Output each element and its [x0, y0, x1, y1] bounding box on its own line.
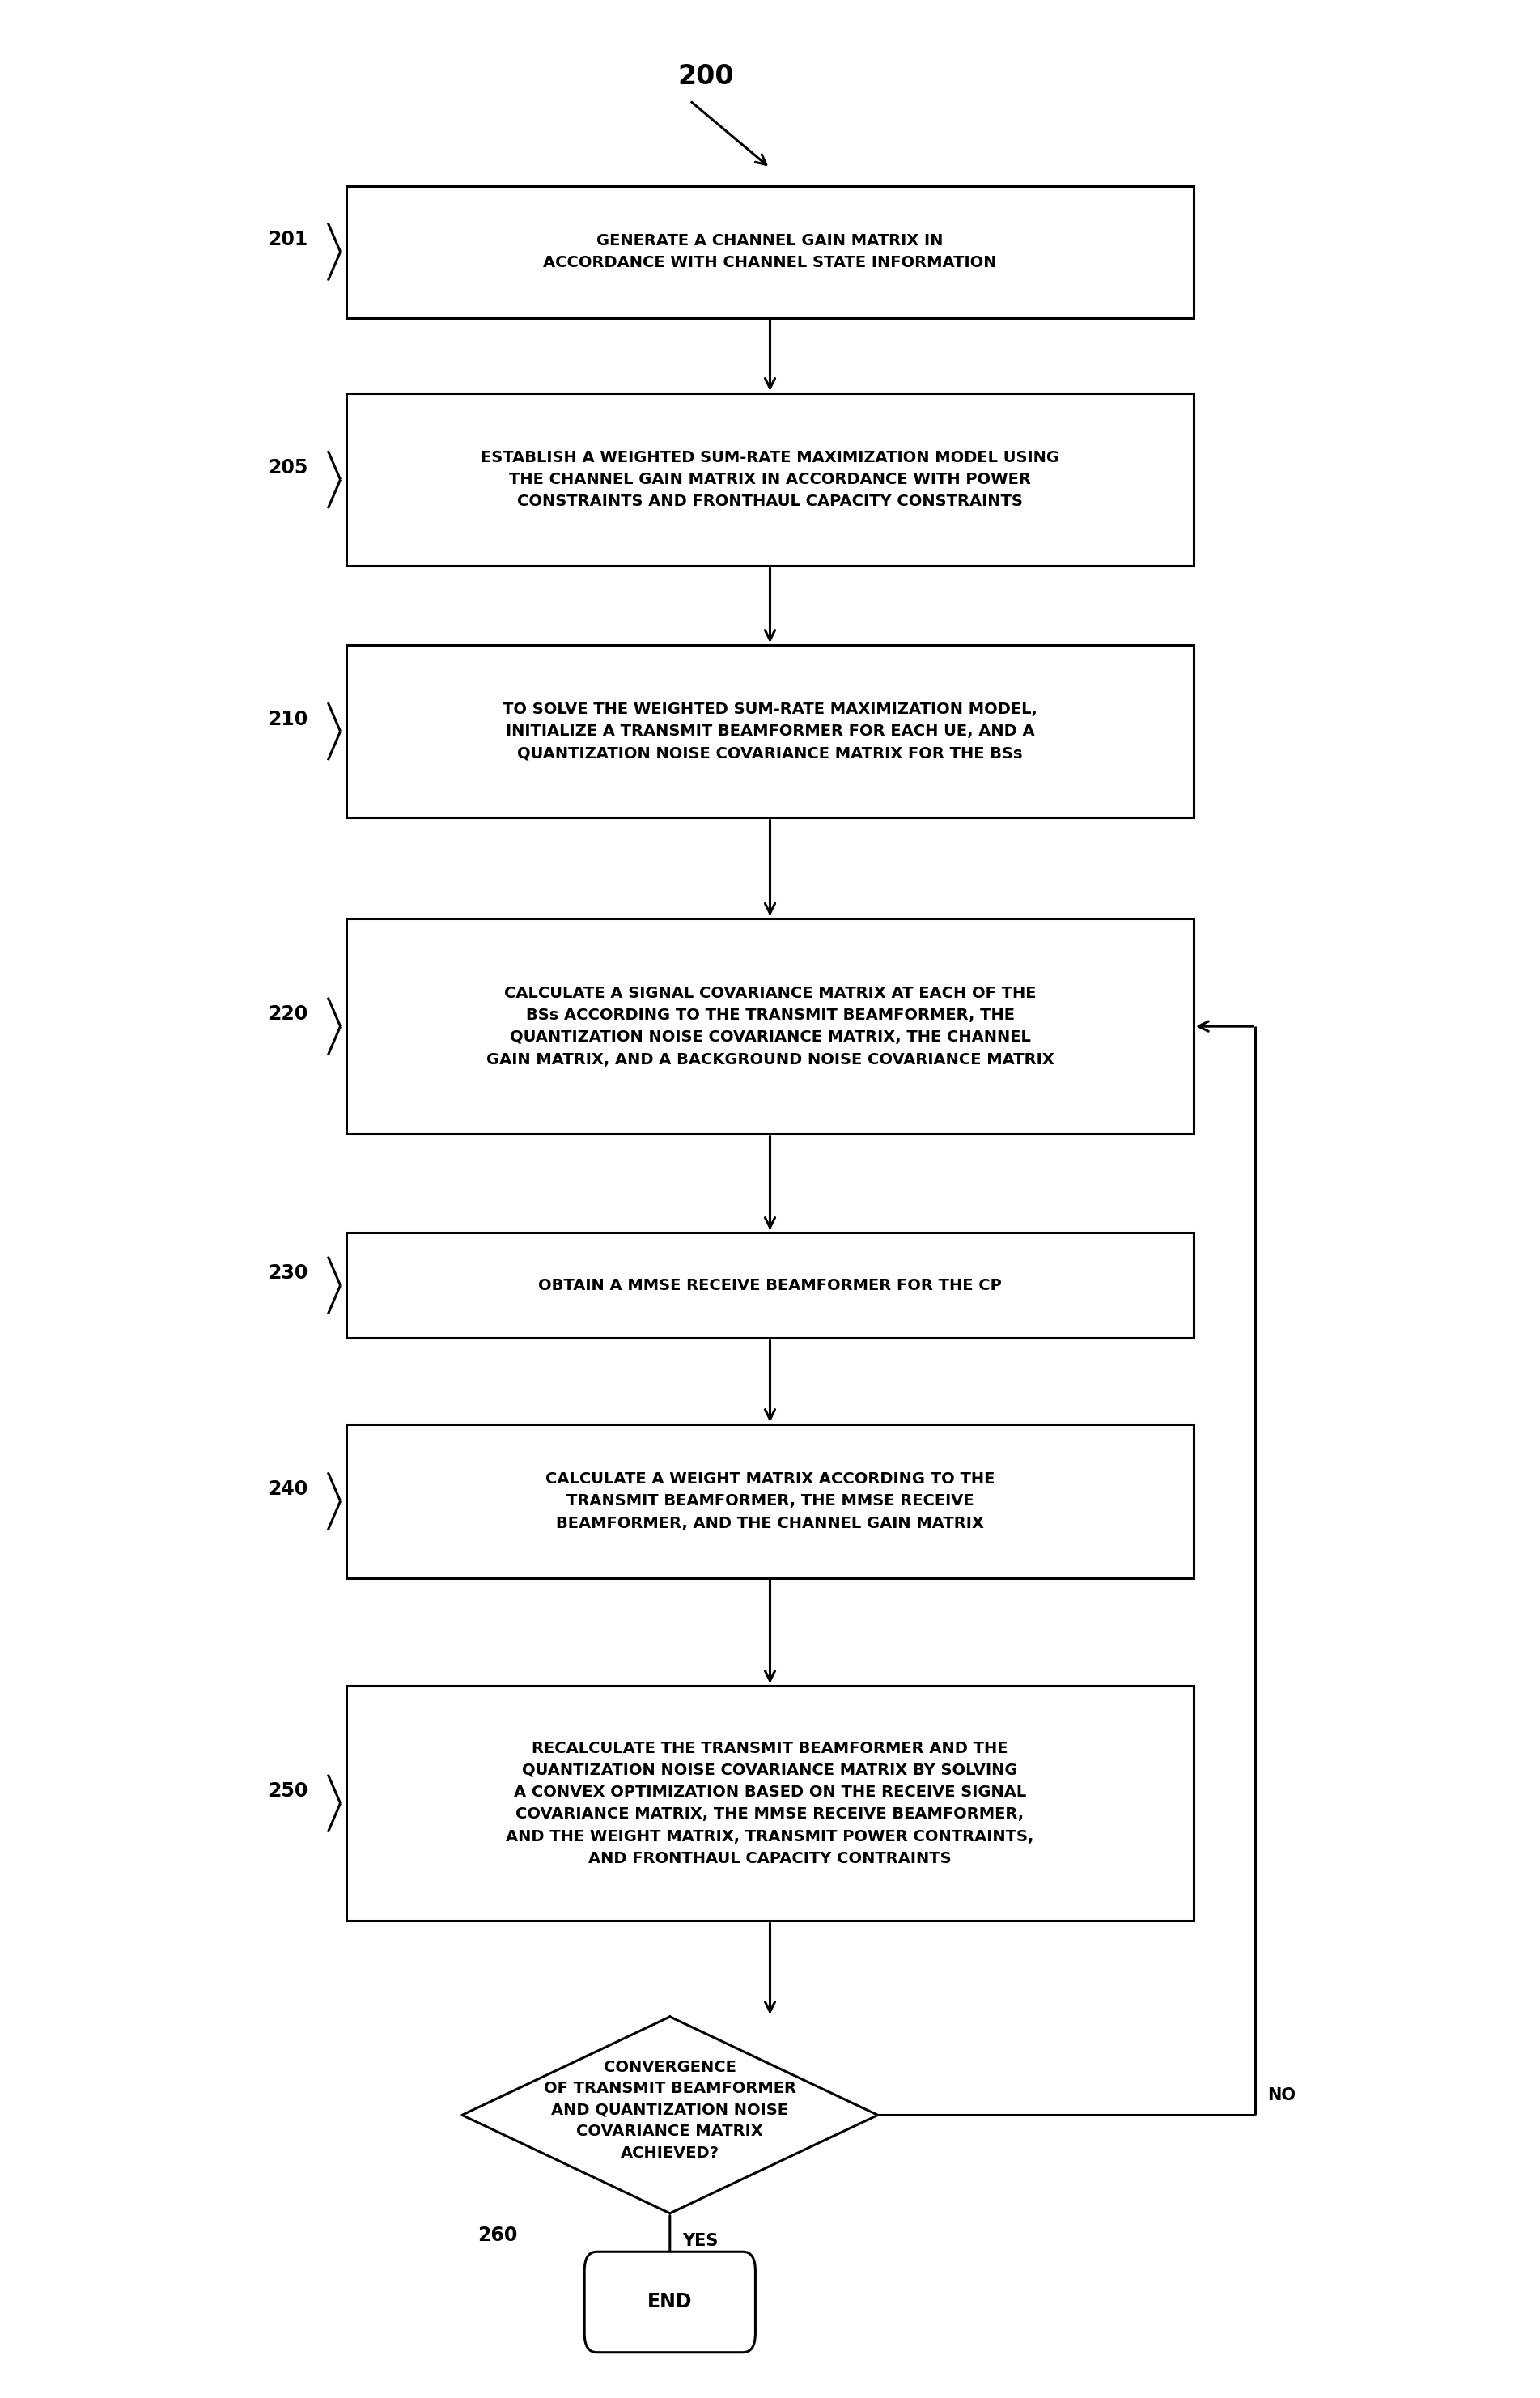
Text: GENERATE A CHANNEL GAIN MATRIX IN
ACCORDANCE WITH CHANNEL STATE INFORMATION: GENERATE A CHANNEL GAIN MATRIX IN ACCORD…	[544, 233, 996, 271]
Text: 205: 205	[268, 458, 308, 477]
Text: 260: 260	[477, 2225, 517, 2245]
FancyBboxPatch shape	[346, 393, 1194, 566]
FancyBboxPatch shape	[346, 185, 1194, 317]
FancyBboxPatch shape	[346, 1424, 1194, 1578]
Text: 230: 230	[268, 1264, 308, 1283]
FancyBboxPatch shape	[346, 1686, 1194, 1921]
Text: 250: 250	[268, 1782, 308, 1801]
FancyBboxPatch shape	[584, 2252, 755, 2352]
Text: CALCULATE A WEIGHT MATRIX ACCORDING TO THE
TRANSMIT BEAMFORMER, THE MMSE RECEIVE: CALCULATE A WEIGHT MATRIX ACCORDING TO T…	[545, 1472, 995, 1530]
Text: 210: 210	[268, 710, 308, 729]
Text: 201: 201	[268, 230, 308, 249]
FancyBboxPatch shape	[346, 1233, 1194, 1338]
Text: ESTABLISH A WEIGHTED SUM-RATE MAXIMIZATION MODEL USING
THE CHANNEL GAIN MATRIX I: ESTABLISH A WEIGHTED SUM-RATE MAXIMIZATI…	[480, 451, 1060, 508]
Polygon shape	[462, 2017, 878, 2213]
Text: CONVERGENCE
OF TRANSMIT BEAMFORMER
AND QUANTIZATION NOISE
COVARIANCE MATRIX
ACHI: CONVERGENCE OF TRANSMIT BEAMFORMER AND Q…	[544, 2060, 796, 2161]
Text: 240: 240	[268, 1480, 308, 1499]
FancyBboxPatch shape	[346, 918, 1194, 1134]
Text: YES: YES	[682, 2233, 718, 2249]
Text: CALCULATE A SIGNAL COVARIANCE MATRIX AT EACH OF THE
BSs ACCORDING TO THE TRANSMI: CALCULATE A SIGNAL COVARIANCE MATRIX AT …	[487, 986, 1053, 1067]
Text: TO SOLVE THE WEIGHTED SUM-RATE MAXIMIZATION MODEL,
INITIALIZE A TRANSMIT BEAMFOR: TO SOLVE THE WEIGHTED SUM-RATE MAXIMIZAT…	[502, 703, 1038, 760]
Text: END: END	[647, 2292, 693, 2312]
Text: 200: 200	[678, 62, 735, 91]
Text: OBTAIN A MMSE RECEIVE BEAMFORMER FOR THE CP: OBTAIN A MMSE RECEIVE BEAMFORMER FOR THE…	[539, 1278, 1001, 1293]
Text: 220: 220	[268, 1005, 308, 1024]
FancyBboxPatch shape	[346, 645, 1194, 818]
Text: RECALCULATE THE TRANSMIT BEAMFORMER AND THE
QUANTIZATION NOISE COVARIANCE MATRIX: RECALCULATE THE TRANSMIT BEAMFORMER AND …	[507, 1741, 1033, 1866]
Text: NO: NO	[1267, 2086, 1295, 2103]
